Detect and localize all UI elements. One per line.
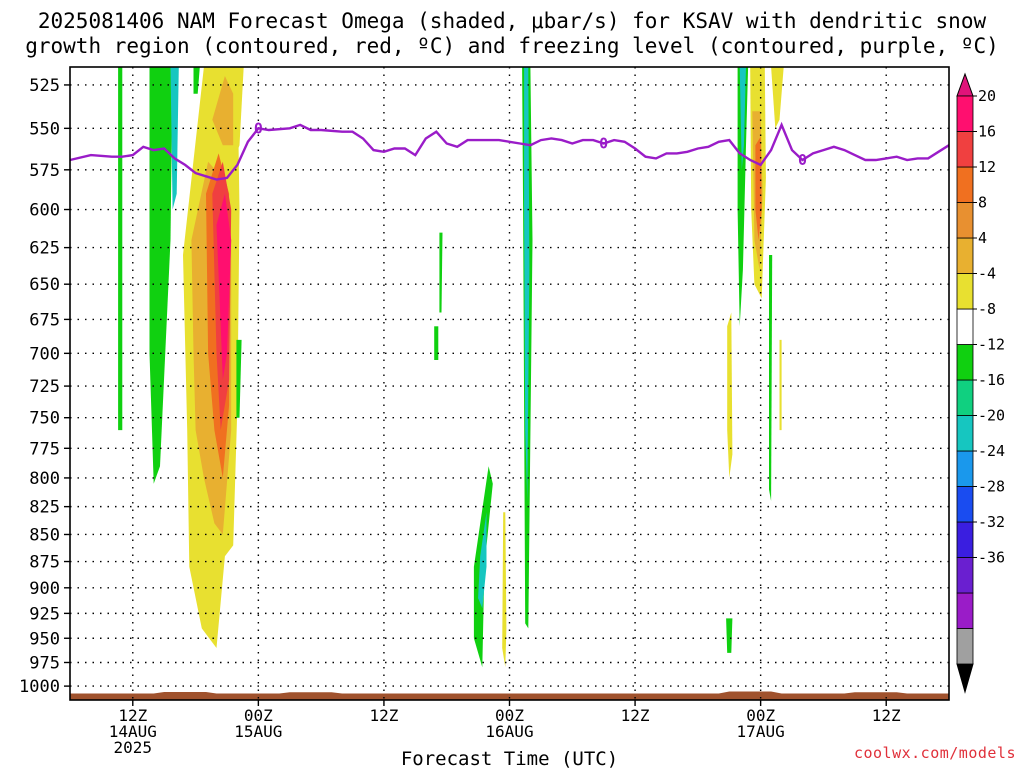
omega-region-15 — [524, 67, 530, 501]
x-tick-label: 12Z — [872, 706, 901, 725]
x-tick-date: 16AUG — [485, 722, 533, 741]
freezing-level-label: 0 — [798, 151, 807, 169]
y-tick-label: 750 — [29, 409, 60, 429]
colorbar-segment-10 — [956, 308, 974, 345]
colorbar-segment-16 — [956, 95, 974, 132]
colorbar-label: 20 — [978, 87, 996, 105]
chart-title-line2: growth region (contoured, red, ºC) and f… — [25, 34, 999, 58]
colorbar-label: -28 — [978, 478, 1005, 496]
colorbar-segment-6 — [956, 450, 974, 487]
omega-region-11 — [236, 339, 242, 418]
freezing-level-line — [69, 121, 950, 181]
y-tick-label: 675 — [29, 310, 60, 330]
x-tick-label: 12Z — [621, 706, 650, 725]
x-tick-label: 12Z — [369, 706, 398, 725]
colorbar-bottom-arrow — [956, 663, 974, 694]
colorbar-segment-1 — [956, 628, 974, 665]
colorbar-label: -4 — [978, 265, 996, 283]
omega-region-20 — [739, 67, 746, 170]
y-tick-label: 800 — [29, 469, 60, 489]
colorbar-label: -24 — [978, 442, 1005, 460]
y-tick-label: 650 — [29, 275, 60, 295]
x-axis-title: Forecast Time (UTC) — [401, 748, 618, 768]
omega-region-13 — [434, 326, 439, 360]
omega-region-7 — [216, 193, 232, 380]
colorbar-segment-4 — [956, 521, 974, 558]
x-tick-date: 15AUG — [234, 722, 282, 741]
colorbar-label: 12 — [978, 158, 996, 176]
colorbar-label: -8 — [978, 300, 996, 318]
omega-region-17 — [478, 512, 487, 609]
y-tick-label: 575 — [29, 161, 60, 181]
y-tick-label: 550 — [29, 119, 60, 139]
colorbar-label: -32 — [978, 513, 1005, 531]
x-tick-year: 2025 — [114, 738, 153, 757]
colorbar-label: 16 — [978, 123, 996, 141]
colorbar-segment-3 — [956, 557, 974, 594]
omega-region-1 — [149, 67, 173, 484]
y-tick-label: 1000 — [19, 677, 60, 697]
omega-region-26 — [769, 255, 773, 501]
colorbar-segment-5 — [956, 486, 974, 523]
omega-region-10 — [193, 67, 200, 94]
y-tick-label: 725 — [29, 377, 60, 397]
omega-region-28 — [726, 618, 733, 653]
y-tick-label: 625 — [29, 239, 60, 259]
omega-region-25 — [727, 312, 733, 478]
y-tick-label: 825 — [29, 498, 60, 518]
y-tick-label: 850 — [29, 525, 60, 545]
colorbar-label: -36 — [978, 549, 1005, 567]
x-tick-label: 00Z — [244, 706, 273, 725]
terrain-strip — [70, 691, 949, 700]
freezing-level-label: 0 — [599, 134, 608, 152]
colorbar-segment-9 — [956, 344, 974, 381]
y-tick-label: 875 — [29, 553, 60, 573]
x-tick-date: 14AUG — [109, 722, 157, 741]
colorbar-segment-7 — [956, 415, 974, 452]
omega-region-24 — [771, 67, 784, 129]
omega-region-0 — [118, 67, 123, 431]
colorbar-label: 4 — [978, 229, 987, 247]
colorbar-segment-2 — [956, 592, 974, 629]
y-tick-label: 600 — [29, 201, 60, 221]
colorbar-segment-15 — [956, 131, 974, 168]
y-tick-label: 525 — [29, 76, 60, 96]
colorbar-segment-8 — [956, 379, 974, 416]
omega-region-18 — [502, 512, 507, 668]
x-tick-label: 00Z — [495, 706, 524, 725]
y-tick-label: 925 — [29, 604, 60, 624]
x-tick-label: 00Z — [746, 706, 775, 725]
colorbar-segment-14 — [956, 166, 974, 203]
omega-region-2 — [170, 67, 179, 210]
freezing-level-label: 0 — [254, 119, 263, 137]
y-tick-label: 775 — [29, 439, 60, 459]
omega-region-27 — [779, 339, 782, 431]
site-credit: coolwx.com/models — [853, 744, 1016, 762]
omega-region-12 — [439, 232, 443, 313]
colorbar-segment-12 — [956, 237, 974, 274]
x-tick-label: 12Z — [118, 706, 147, 725]
colorbar-label: -12 — [978, 336, 1005, 354]
colorbar-top-arrow — [956, 72, 974, 97]
colorbar-segment-11 — [956, 273, 974, 310]
y-tick-label: 700 — [29, 344, 60, 364]
colorbar-label: -16 — [978, 371, 1005, 389]
colorbar-segment-13 — [956, 202, 974, 239]
y-tick-label: 900 — [29, 579, 60, 599]
chart-title-line1: 2025081406 NAM Forecast Omega (shaded, μ… — [37, 9, 987, 33]
y-tick-label: 950 — [29, 629, 60, 649]
y-tick-label: 975 — [29, 653, 60, 673]
colorbar-label: 8 — [978, 194, 987, 212]
colorbar-label: -20 — [978, 407, 1005, 425]
omega-region-19 — [737, 67, 749, 327]
x-tick-date: 17AUG — [737, 722, 785, 741]
